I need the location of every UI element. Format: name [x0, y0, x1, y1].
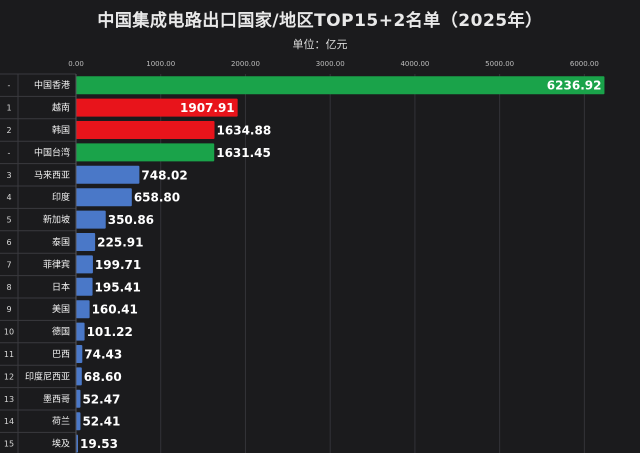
bar: [76, 345, 83, 363]
rank-label: 1: [6, 104, 11, 113]
unit-label: 单位：亿元: [292, 38, 348, 51]
rank-label: 12: [4, 372, 14, 381]
bar: [76, 322, 85, 341]
category-label: 新加坡: [43, 214, 70, 226]
value-label: 1634.88: [217, 124, 272, 138]
category-label: 巴西: [52, 349, 70, 360]
value-label: 160.41: [92, 303, 138, 317]
category-label: 中国台湾: [34, 146, 70, 158]
rank-label: 10: [4, 328, 14, 337]
category-label: 印度尼西亚: [25, 370, 70, 382]
x-tick-label: 1000.00: [146, 60, 175, 68]
category-label: 美国: [52, 303, 70, 315]
rank-label: 2: [6, 126, 11, 135]
x-tick-label: 2000.00: [231, 60, 260, 68]
x-tick-label: 3000.00: [316, 60, 345, 68]
bar-rows: - 中国香港 6236.92 1 越南 1907.91 2 韩国 1634.88 - 中国台湾 163…: [0, 73, 605, 453]
bar: [76, 121, 215, 139]
rank-label: 9: [6, 305, 11, 314]
x-tick-label: 4000.00: [400, 60, 429, 68]
x-tick-label: 5000.00: [485, 60, 514, 68]
category-label: 埃及: [52, 438, 70, 450]
bar: [76, 300, 90, 319]
value-label: 350.86: [108, 213, 154, 227]
value-label: 1907.91: [180, 101, 235, 115]
rank-label: 6: [6, 238, 11, 247]
rank-label: 14: [4, 417, 14, 426]
rank-label: 4: [6, 193, 11, 202]
chart-title: 中国集成电路出口国家/地区TOP15+2名单（2025年）: [97, 11, 543, 31]
value-label: 225.91: [97, 236, 143, 250]
category-label: 中国香港: [34, 79, 70, 91]
value-label: 74.43: [84, 348, 122, 362]
value-label: 748.02: [141, 168, 187, 182]
bar: [76, 255, 93, 274]
category-label: 荷兰: [52, 415, 70, 427]
bar: [76, 277, 93, 296]
value-label: 68.60: [84, 370, 122, 384]
bar: [76, 98, 238, 117]
value-label: 101.22: [87, 325, 133, 339]
category-label: 印度: [52, 191, 70, 203]
rank-label: 5: [6, 216, 11, 225]
value-label: 658.80: [134, 191, 180, 205]
rank-label: 13: [4, 395, 14, 404]
value-label: 199.71: [95, 258, 141, 272]
value-label: 1631.45: [216, 146, 271, 160]
x-tick-label: 0.00: [68, 60, 84, 68]
category-label: 越南: [52, 102, 70, 114]
bar: [76, 143, 215, 162]
rank-label: 15: [4, 440, 14, 449]
bar: [76, 389, 81, 408]
rank-label: -: [8, 81, 11, 90]
bar: [76, 233, 96, 251]
bar: [76, 188, 132, 207]
bar: [76, 165, 140, 184]
rank-label: 3: [6, 171, 11, 180]
value-label: 195.41: [95, 280, 141, 294]
bar: [76, 412, 81, 431]
value-label: 19.53: [80, 437, 118, 451]
bar: [76, 210, 106, 229]
category-label: 马来西亚: [34, 170, 70, 181]
category-label: 墨西哥: [43, 394, 70, 405]
category-label: 菲律宾: [43, 258, 70, 270]
value-label: 6236.92: [547, 79, 602, 93]
value-label: 52.47: [82, 392, 120, 406]
category-label: 德国: [52, 326, 70, 338]
category-label: 日本: [52, 281, 70, 293]
rank-label: 8: [6, 283, 11, 292]
bar: [76, 367, 82, 386]
category-label: 泰国: [52, 236, 70, 248]
bar: [76, 76, 605, 95]
value-label: 52.41: [82, 415, 120, 429]
rank-label: 11: [4, 350, 14, 359]
rank-label: -: [8, 148, 11, 157]
category-label: 韩国: [52, 124, 70, 136]
x-tick-label: 6000.00: [570, 60, 599, 68]
x-axis-ticks: 0.00 1000.00 2000.00 3000.00 4000.00 5000.00 6…: [68, 60, 599, 68]
rank-label: 7: [6, 260, 11, 269]
